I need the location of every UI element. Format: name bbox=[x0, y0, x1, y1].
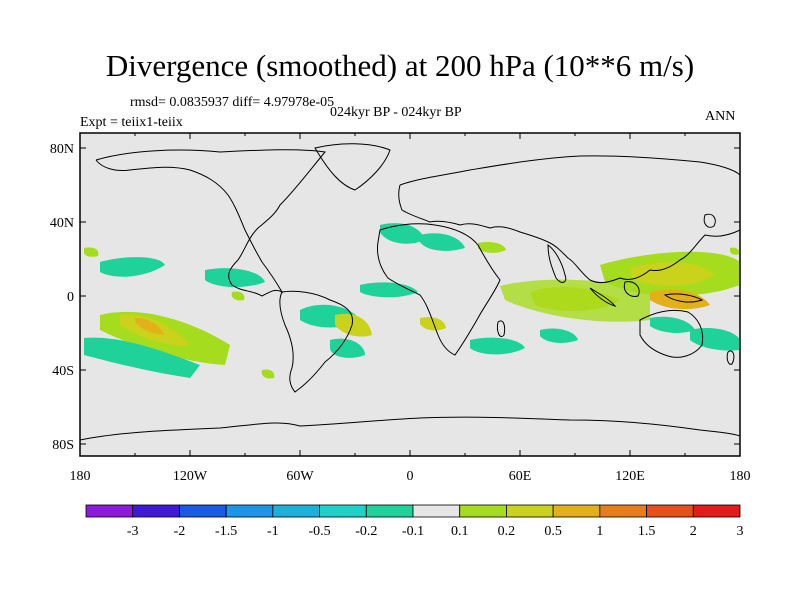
colorbar-label: -1 bbox=[267, 524, 279, 539]
coast-india bbox=[547, 244, 567, 283]
anomaly-patch bbox=[330, 338, 365, 358]
coast-north-america bbox=[95, 149, 326, 297]
lat-label: 40N bbox=[50, 216, 74, 231]
anomaly-patch bbox=[100, 257, 165, 277]
colorbar-label: 0.1 bbox=[451, 524, 469, 539]
colorbar-swatch bbox=[85, 504, 134, 518]
colorbar-swatch bbox=[412, 504, 461, 518]
colorbar-label: -3 bbox=[127, 524, 139, 539]
coast-australia bbox=[639, 309, 704, 358]
colorbar-label: 1.5 bbox=[638, 524, 656, 539]
colorbar-label: -0.1 bbox=[402, 524, 424, 539]
colorbar-swatch bbox=[646, 504, 694, 518]
anomaly-patch bbox=[335, 313, 372, 337]
anomaly-patch bbox=[360, 282, 418, 298]
anomaly-patch bbox=[470, 337, 525, 355]
lon-label: 60W bbox=[286, 469, 314, 484]
colorbar-label: -0.2 bbox=[355, 524, 377, 539]
colorbar-swatch bbox=[132, 504, 180, 518]
colorbar-label: 1 bbox=[596, 524, 603, 539]
colorbar-swatch bbox=[506, 504, 554, 518]
period-label: 024kyr BP - 024kyr BP bbox=[330, 105, 462, 120]
colorbar-label: 2 bbox=[690, 524, 697, 539]
coast-africa bbox=[377, 223, 501, 356]
anomaly-patch bbox=[261, 369, 275, 379]
experiment-label: Expt = teiix1-teiix bbox=[80, 115, 183, 130]
lon-label: 120W bbox=[173, 469, 208, 484]
lat-label: 0 bbox=[67, 290, 74, 305]
lon-label: 180 bbox=[730, 469, 751, 484]
colorbar-swatch bbox=[599, 504, 647, 518]
colorbar-swatch bbox=[365, 504, 414, 518]
coast-new-guinea bbox=[663, 293, 704, 303]
colorbar-swatch bbox=[272, 504, 320, 518]
anomaly-patch bbox=[84, 247, 99, 257]
map-title: Divergence (smoothed) at 200 hPa (10**6 … bbox=[105, 48, 695, 83]
coast-eurasia bbox=[398, 155, 741, 284]
coast-south-america bbox=[279, 290, 354, 393]
anomaly-patch bbox=[478, 241, 506, 253]
colorbar-label: -1.5 bbox=[215, 524, 237, 539]
anomaly-patch bbox=[630, 262, 715, 286]
stats-text: rmsd= 0.0835937 diff= 4.97978e-05 bbox=[130, 95, 335, 110]
lon-label: 120E bbox=[615, 469, 645, 484]
lat-label: 80S bbox=[52, 438, 74, 453]
colorbar: -3 -2 -1.5 -1 -0.5 -0.2 -0.1 0.1 0.2 0.5 1 1.5 2 3 bbox=[85, 504, 744, 539]
colorbar-swatch bbox=[552, 504, 601, 518]
colorbar-label: -0.5 bbox=[308, 524, 330, 539]
anomaly-patch bbox=[730, 247, 740, 255]
lat-label: 40S bbox=[52, 364, 74, 379]
axis-ticks: 80N 40N 0 40S 80S 180 120W 60W 0 60E 120E 180 bbox=[50, 133, 751, 484]
colorbar-swatch bbox=[692, 504, 741, 518]
anomaly-patch bbox=[231, 291, 245, 301]
lon-label: 60E bbox=[509, 469, 532, 484]
anomaly-patch bbox=[205, 268, 265, 288]
season-label: ANN bbox=[705, 109, 736, 124]
coast-borneo bbox=[623, 281, 640, 297]
colorbar-swatch bbox=[179, 504, 227, 518]
colorbar-label: 3 bbox=[737, 524, 744, 539]
anomaly-patch bbox=[380, 223, 425, 244]
lon-label: 180 bbox=[70, 469, 91, 484]
colorbar-swatch bbox=[225, 504, 274, 518]
anomaly-patch bbox=[420, 317, 446, 331]
colorbar-label: 0.5 bbox=[544, 524, 562, 539]
anomaly-patch bbox=[84, 337, 200, 378]
colorbar-label: -2 bbox=[174, 524, 186, 539]
anomaly-patch bbox=[420, 233, 465, 251]
colorbar-label: 0.2 bbox=[498, 524, 516, 539]
coast-madagascar bbox=[497, 320, 506, 337]
coast-antarctica bbox=[79, 416, 741, 441]
colorbar-swatch bbox=[459, 504, 507, 518]
lon-label: 0 bbox=[407, 469, 414, 484]
anomaly-patch bbox=[650, 316, 695, 333]
coast-sumatra bbox=[589, 287, 617, 307]
coast-greenland bbox=[314, 143, 391, 191]
coast-new-zealand bbox=[726, 350, 735, 365]
anomaly-patch bbox=[135, 318, 165, 335]
coastlines bbox=[79, 143, 741, 441]
lat-label: 80N bbox=[50, 142, 74, 157]
anomaly-patch bbox=[540, 328, 578, 343]
anomaly-patch bbox=[500, 279, 650, 322]
coast-japan bbox=[703, 213, 716, 228]
colorbar-swatch bbox=[319, 504, 367, 518]
